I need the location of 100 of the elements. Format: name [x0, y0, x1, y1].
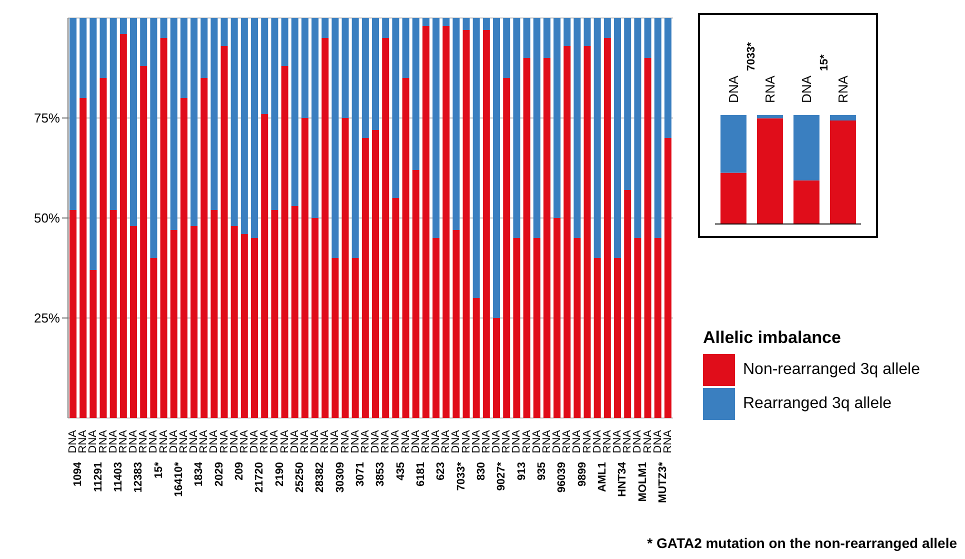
bar [130, 18, 138, 226]
bar [432, 238, 440, 418]
x-tick-label: DNA [329, 429, 342, 454]
text: 435 [394, 462, 407, 480]
bar [362, 18, 369, 138]
bar [462, 18, 470, 30]
x-tick-label: DNA [248, 429, 261, 454]
bar [100, 78, 107, 418]
x-tick-label: RNA [835, 75, 850, 103]
bar [654, 18, 662, 238]
bar [493, 318, 500, 418]
x-tick-label: RNA [500, 429, 513, 454]
x-tick-label: DNA [510, 429, 523, 454]
text: 11403 [112, 462, 124, 492]
bar [190, 226, 198, 418]
bar [503, 78, 510, 418]
x-tick-label: DNA [551, 429, 564, 454]
bar [482, 18, 490, 30]
bar [720, 115, 746, 173]
x-tick-label: DNA [188, 429, 200, 454]
bar [432, 18, 440, 238]
bar [120, 34, 127, 418]
text: 1094 [72, 461, 84, 486]
bar [523, 58, 530, 418]
text: 1834 [193, 461, 206, 486]
text: MOLM1 [636, 462, 649, 502]
bar [442, 26, 450, 418]
bar [372, 18, 380, 130]
text: 7033* [746, 42, 758, 71]
text: 3071 [354, 462, 366, 486]
bar [442, 18, 450, 26]
bar [554, 218, 561, 418]
bar [533, 18, 540, 238]
bar [342, 118, 349, 418]
x-tick-label: RNA [460, 429, 472, 454]
bar [756, 118, 783, 224]
x-tick-label: DNA [430, 429, 442, 454]
bar [332, 258, 339, 418]
x-tick-label: DNA [612, 429, 624, 454]
bar [644, 18, 652, 58]
text: 96039 [556, 462, 568, 493]
bar [382, 18, 390, 38]
x-tick-label: RNA [601, 429, 614, 454]
bar [271, 18, 278, 210]
bar [372, 130, 380, 418]
bar [402, 18, 410, 78]
bar [382, 38, 390, 418]
bar [564, 18, 571, 46]
bar [564, 46, 571, 418]
x-tick-label: RNA [278, 429, 291, 454]
x-tick-label: RNA [440, 429, 452, 454]
bar [251, 18, 258, 238]
text: 6181 [414, 462, 427, 486]
bar [574, 18, 581, 238]
x-tick-label: DNA [726, 75, 741, 103]
bar [130, 226, 138, 418]
x-tick-label: RNA [178, 429, 190, 454]
bar [80, 18, 87, 98]
bar [170, 230, 178, 418]
text: 30309 [334, 462, 346, 493]
x-tick-label: DNA [410, 429, 422, 454]
bar [160, 18, 168, 38]
bar [554, 18, 561, 218]
bar [150, 18, 158, 258]
bar [594, 258, 601, 418]
bar [220, 46, 228, 418]
x-tick-label: DNA [530, 429, 543, 454]
x-tick-label: RNA [158, 429, 170, 454]
bar [150, 258, 158, 418]
x-tick-label: DNA [288, 429, 301, 454]
bar [332, 18, 339, 258]
x-tick-label: DNA [309, 429, 322, 454]
bar [402, 78, 410, 418]
x-tick-label: DNA [168, 429, 180, 454]
bar [312, 18, 319, 218]
x-tick-label: DNA [87, 429, 100, 454]
x-tick-label: DNA [450, 429, 462, 454]
x-tick-label: RNA [622, 429, 634, 454]
bar [200, 78, 208, 418]
bar [362, 138, 369, 418]
bar [472, 18, 480, 298]
bar [352, 258, 359, 418]
text: * GATA2 mutation on the non-rearranged allele [647, 535, 957, 551]
bar [190, 18, 198, 226]
text: 9027* [496, 461, 508, 491]
text: 9899 [576, 462, 588, 486]
bar [533, 238, 540, 418]
text: HNT34 [616, 461, 629, 497]
bar [251, 238, 258, 418]
bar [140, 18, 148, 66]
bar [392, 18, 400, 198]
x-tick-label: RNA [298, 429, 311, 454]
text: 7033* [455, 461, 468, 491]
bar [312, 218, 319, 418]
bar [322, 18, 329, 38]
bar [70, 18, 77, 210]
text: 15* [152, 461, 165, 479]
bar [664, 138, 672, 418]
x-tick-label: RNA [359, 429, 372, 454]
x-tick-label: DNA [490, 429, 503, 454]
